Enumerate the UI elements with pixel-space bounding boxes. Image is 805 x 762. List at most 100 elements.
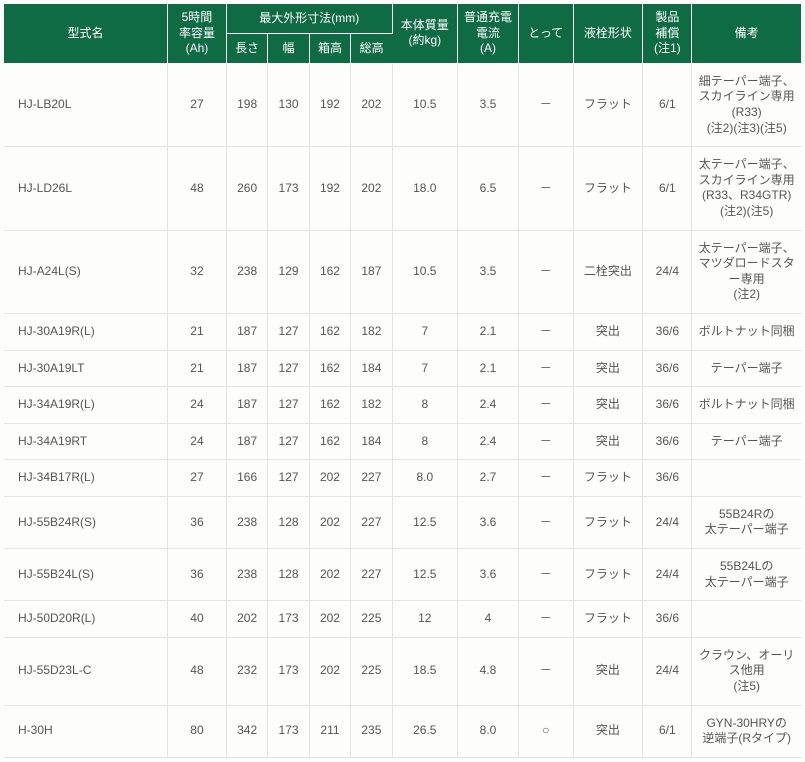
cell-note: テーパー端子 bbox=[692, 350, 801, 387]
table-row: HJ-55D23L-C4823217320222518.54.8－突出24/4ク… bbox=[4, 637, 801, 705]
cell-comp: 24/4 bbox=[643, 637, 692, 705]
cell-handle: － bbox=[519, 350, 574, 387]
cell-box-h: 202 bbox=[309, 549, 350, 601]
table-body: HJ-LB20L2719813019220210.53.5－フラット6/1細テー… bbox=[4, 63, 801, 757]
cell-current: 3.5 bbox=[458, 63, 519, 146]
cell-model: HJ-LB20L bbox=[4, 63, 168, 146]
table-row: HJ-30A19LT2118712716218472.1－突出36/6テーパー端… bbox=[4, 350, 801, 387]
cell-plug: 突出 bbox=[573, 705, 643, 757]
cell-note: 太テーパー端子、スカイライン専用(R33、R34GTR)(注2)(注5) bbox=[692, 147, 801, 230]
cell-model: H-30H bbox=[4, 705, 168, 757]
cell-width: 173 bbox=[268, 705, 309, 757]
cell-length: 166 bbox=[226, 460, 267, 497]
cell-weight: 8 bbox=[392, 423, 457, 460]
cell-length: 187 bbox=[226, 313, 267, 350]
cell-note: クラウン、オーリス他用(注5) bbox=[692, 637, 801, 705]
cell-note: 細テーパー端子、スカイライン専用(R33)(注2)(注3)(注5) bbox=[692, 63, 801, 146]
cell-plug: フラット bbox=[573, 460, 643, 497]
cell-plug: 突出 bbox=[573, 387, 643, 424]
cell-ah: 24 bbox=[168, 423, 227, 460]
cell-total-h: 227 bbox=[351, 496, 392, 548]
cell-model: HJ-30A19LT bbox=[4, 350, 168, 387]
cell-box-h: 192 bbox=[309, 63, 350, 146]
cell-length: 238 bbox=[226, 230, 267, 313]
cell-total-h: 184 bbox=[351, 423, 392, 460]
cell-comp: 36/6 bbox=[643, 387, 692, 424]
cell-total-h: 235 bbox=[351, 705, 392, 757]
cell-note: ボルトナット同梱 bbox=[692, 387, 801, 424]
cell-ah: 80 bbox=[168, 705, 227, 757]
cell-width: 173 bbox=[268, 147, 309, 230]
cell-note: 太テーパー端子、マツダロードスター専用(注2) bbox=[692, 230, 801, 313]
cell-ah: 36 bbox=[168, 496, 227, 548]
cell-plug: 二栓突出 bbox=[573, 230, 643, 313]
cell-ah: 24 bbox=[168, 387, 227, 424]
cell-current: 8.0 bbox=[458, 705, 519, 757]
table-row: HJ-50D20R(L)40202173202225124－フラット36/6 bbox=[4, 601, 801, 638]
cell-note: GYN-30HRYの逆端子(Rタイプ) bbox=[692, 705, 801, 757]
table-row: HJ-55B24R(S)3623812820222712.53.6－フラット24… bbox=[4, 496, 801, 548]
cell-note: 55B24Rの太テーパー端子 bbox=[692, 496, 801, 548]
cell-width: 128 bbox=[268, 496, 309, 548]
table-row: HJ-LD26L4826017319220218.06.5－フラット6/1太テー… bbox=[4, 147, 801, 230]
cell-model: HJ-34B17R(L) bbox=[4, 460, 168, 497]
cell-current: 2.4 bbox=[458, 423, 519, 460]
cell-model: HJ-34A19R(L) bbox=[4, 387, 168, 424]
battery-spec-table: 型式名 5時間率容量(Ah) 最大外形寸法(mm) 本体質量(約kg) 普通充電… bbox=[4, 4, 801, 758]
col-model: 型式名 bbox=[4, 4, 168, 63]
cell-ah: 27 bbox=[168, 460, 227, 497]
cell-handle: － bbox=[519, 549, 574, 601]
cell-total-h: 187 bbox=[351, 230, 392, 313]
cell-handle: － bbox=[519, 637, 574, 705]
cell-length: 260 bbox=[226, 147, 267, 230]
cell-plug: フラット bbox=[573, 549, 643, 601]
cell-comp: 36/6 bbox=[643, 423, 692, 460]
cell-length: 187 bbox=[226, 423, 267, 460]
cell-comp: 36/6 bbox=[643, 601, 692, 638]
cell-total-h: 227 bbox=[351, 549, 392, 601]
col-handle: とって bbox=[519, 4, 574, 63]
cell-model: HJ-A24L(S) bbox=[4, 230, 168, 313]
cell-plug: フラット bbox=[573, 63, 643, 146]
table-row: HJ-34B17R(L)271661272022278.02.7－フラット36/… bbox=[4, 460, 801, 497]
cell-model: HJ-30A19R(L) bbox=[4, 313, 168, 350]
cell-box-h: 202 bbox=[309, 637, 350, 705]
cell-total-h: 202 bbox=[351, 63, 392, 146]
cell-box-h: 162 bbox=[309, 387, 350, 424]
cell-ah: 21 bbox=[168, 350, 227, 387]
cell-current: 4 bbox=[458, 601, 519, 638]
cell-model: HJ-50D20R(L) bbox=[4, 601, 168, 638]
cell-weight: 10.5 bbox=[392, 63, 457, 146]
cell-width: 128 bbox=[268, 549, 309, 601]
cell-comp: 36/6 bbox=[643, 313, 692, 350]
cell-ah: 36 bbox=[168, 549, 227, 601]
cell-current: 3.6 bbox=[458, 496, 519, 548]
cell-note: 55B24Lの太テーパー端子 bbox=[692, 549, 801, 601]
cell-current: 2.4 bbox=[458, 387, 519, 424]
cell-model: HJ-55D23L-C bbox=[4, 637, 168, 705]
col-dims-group: 最大外形寸法(mm) bbox=[226, 4, 392, 33]
cell-plug: 突出 bbox=[573, 637, 643, 705]
cell-length: 232 bbox=[226, 637, 267, 705]
cell-weight: 18.0 bbox=[392, 147, 457, 230]
cell-handle: － bbox=[519, 496, 574, 548]
cell-length: 187 bbox=[226, 387, 267, 424]
cell-box-h: 202 bbox=[309, 601, 350, 638]
cell-length: 342 bbox=[226, 705, 267, 757]
cell-current: 2.7 bbox=[458, 460, 519, 497]
cell-comp: 24/4 bbox=[643, 230, 692, 313]
cell-current: 4.8 bbox=[458, 637, 519, 705]
cell-weight: 12.5 bbox=[392, 549, 457, 601]
cell-comp: 6/1 bbox=[643, 147, 692, 230]
cell-width: 127 bbox=[268, 313, 309, 350]
cell-model: HJ-34A19RT bbox=[4, 423, 168, 460]
cell-comp: 24/4 bbox=[643, 549, 692, 601]
cell-total-h: 225 bbox=[351, 601, 392, 638]
cell-weight: 10.5 bbox=[392, 230, 457, 313]
col-comp: 製品補償(注1) bbox=[643, 4, 692, 63]
cell-weight: 12 bbox=[392, 601, 457, 638]
cell-width: 130 bbox=[268, 63, 309, 146]
cell-ah: 48 bbox=[168, 637, 227, 705]
cell-handle: － bbox=[519, 313, 574, 350]
cell-note bbox=[692, 601, 801, 638]
